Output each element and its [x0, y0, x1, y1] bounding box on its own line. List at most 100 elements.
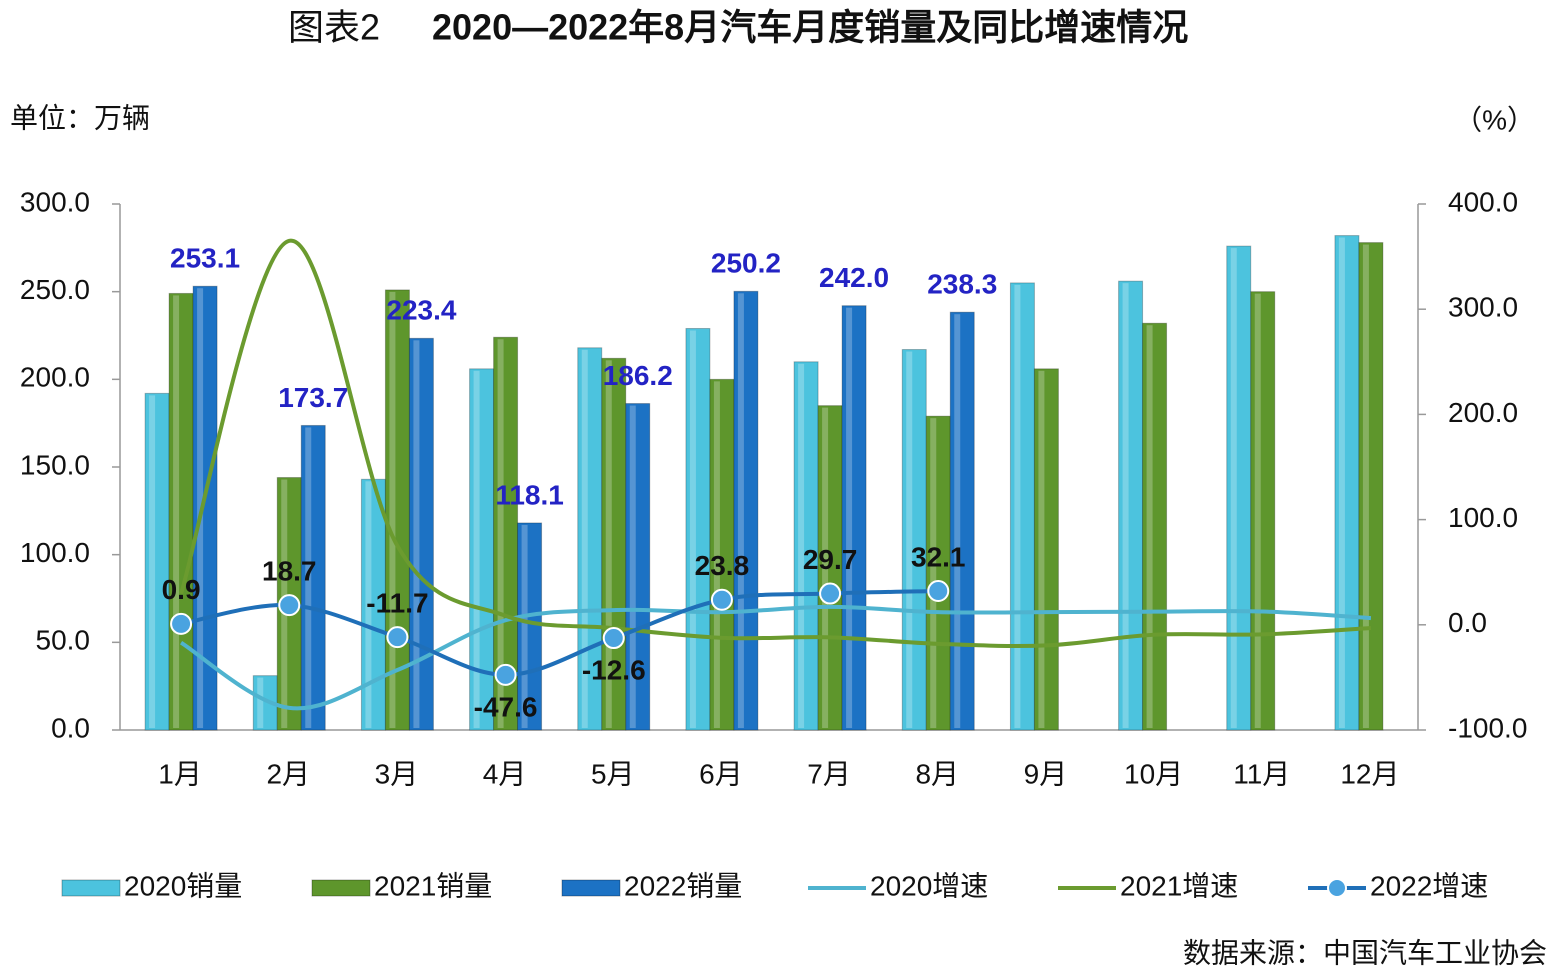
bar [625, 403, 651, 731]
y2-tick-label: 100.0 [1448, 502, 1518, 533]
bar-shine [581, 349, 588, 728]
line [180, 589, 939, 677]
bar-shine [365, 481, 372, 728]
x-tick-label: 8月 [915, 758, 959, 789]
x-tick-label: 10月 [1124, 758, 1183, 789]
legend-label: 2020销量 [124, 870, 242, 901]
bar [793, 361, 819, 731]
bar [360, 478, 386, 731]
bar [1033, 368, 1059, 731]
y-tick-label: 0.0 [51, 712, 90, 743]
marker [819, 582, 842, 605]
legend-marker [1327, 878, 1347, 898]
bar-shine [1014, 284, 1021, 728]
legend-swatch [561, 879, 621, 897]
source: 数据来源：中国汽车工业协会 [1183, 937, 1547, 968]
legend-label: 2021增速 [1120, 870, 1238, 901]
bar-shine [521, 524, 528, 728]
marker [494, 663, 517, 686]
chart-title: 2020—2022年8月汽车月度销量及同比增速情况 [432, 7, 1188, 48]
bar-shine [798, 363, 805, 728]
bar [1226, 245, 1252, 731]
y-tick-label: 100.0 [20, 537, 90, 568]
legend-label: 2022销量 [624, 870, 742, 901]
marker [386, 626, 409, 649]
data-label: 253.1 [170, 243, 240, 274]
data-label: 238.3 [927, 269, 997, 300]
bar-shine [389, 291, 396, 728]
legend-swatch [311, 879, 371, 897]
x-tick-label: 11月 [1233, 758, 1290, 789]
x-tick-label: 12月 [1340, 758, 1399, 789]
x-tick-label: 7月 [807, 758, 851, 789]
marker [602, 627, 625, 650]
y-tick-label: 150.0 [20, 449, 90, 480]
bar-shine [1338, 237, 1345, 728]
x-tick-label: 3月 [375, 758, 419, 789]
bar-shine [257, 677, 264, 728]
bar [408, 337, 434, 731]
bar-shine [930, 418, 937, 728]
data-label: -47.6 [474, 691, 538, 722]
bar [1250, 291, 1276, 731]
bar-shine [497, 339, 504, 728]
bar [685, 327, 711, 731]
y2-tick-label: 300.0 [1448, 292, 1518, 323]
data-label: 23.8 [695, 550, 750, 581]
data-label: 0.9 [162, 574, 201, 605]
bar-shine [713, 381, 720, 728]
x-tick-label: 4月 [483, 758, 527, 789]
bar [925, 415, 951, 731]
x-tick-label: 2月 [266, 758, 310, 789]
bar-shine [149, 395, 156, 728]
data-label: 118.1 [495, 479, 564, 510]
bar [901, 349, 927, 731]
bar [1334, 235, 1360, 731]
y2-tick-label: 0.0 [1448, 607, 1487, 638]
bar [1118, 280, 1144, 731]
data-label: 29.7 [803, 544, 858, 575]
bar [144, 392, 170, 731]
bar-shine [173, 295, 180, 728]
bar [300, 424, 326, 731]
y2-tick-label: -100.0 [1448, 712, 1527, 743]
data-label: 32.1 [911, 541, 966, 572]
bar [577, 347, 603, 731]
y2-tick-label: 400.0 [1448, 186, 1518, 217]
bar [601, 357, 627, 731]
bar-shine [1230, 248, 1237, 728]
bar-shine [954, 314, 961, 728]
marker [710, 588, 733, 611]
data-label: 186.2 [603, 360, 673, 391]
bar [817, 405, 843, 731]
y2-tick-label: 200.0 [1448, 397, 1518, 428]
bar [192, 285, 218, 731]
bar-shine [737, 293, 744, 728]
bar [733, 290, 759, 731]
marker [278, 594, 301, 617]
y2-axis-label: （%） [1454, 104, 1535, 135]
bar [168, 292, 194, 731]
bar [517, 522, 543, 731]
bar-shine [1362, 244, 1369, 728]
bar-shine [1254, 293, 1261, 728]
legend-label: 2022增速 [1370, 870, 1488, 901]
bar-shine [629, 405, 636, 728]
marker [927, 580, 950, 603]
y-tick-label: 200.0 [20, 362, 90, 393]
x-tick-label: 9月 [1024, 758, 1068, 789]
bar [1142, 322, 1168, 731]
bar-shine [1038, 370, 1045, 728]
bar [709, 378, 735, 731]
data-label: 250.2 [711, 248, 781, 279]
data-label: 173.7 [278, 382, 348, 413]
y-tick-label: 300.0 [20, 186, 90, 217]
bar-shine [689, 330, 696, 728]
figure-label: 图表2 [288, 7, 380, 48]
bar [1009, 282, 1035, 731]
legend-label: 2021销量 [374, 870, 492, 901]
data-label: 223.4 [386, 295, 456, 326]
data-label: 242.0 [819, 262, 889, 293]
bar [949, 311, 975, 731]
